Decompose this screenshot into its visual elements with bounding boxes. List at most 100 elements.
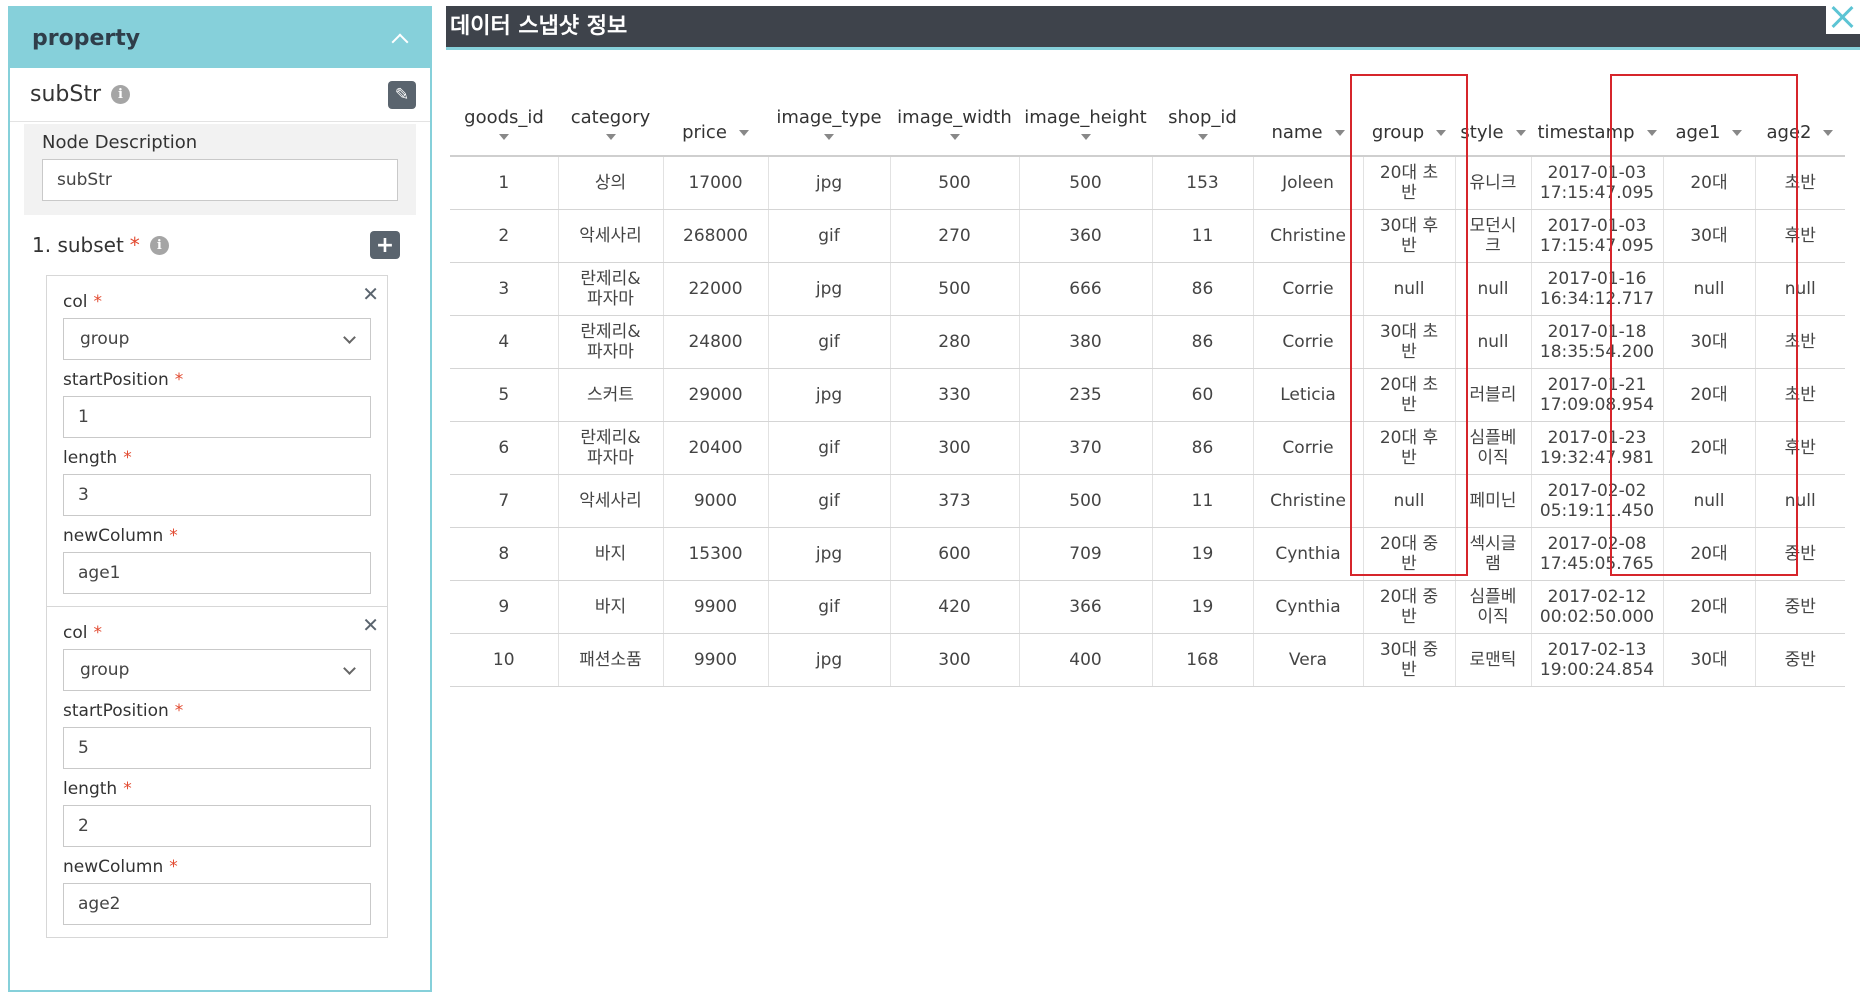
col-select-value: group [80, 329, 130, 349]
chevron-up-icon[interactable] [391, 33, 409, 51]
column-header-image-height[interactable]: image_height [1019, 92, 1152, 157]
sort-arrow-icon[interactable] [1823, 130, 1834, 136]
column-header-timestamp[interactable]: timestamp [1531, 92, 1663, 157]
cell-group: 30대 초 반 [1363, 315, 1456, 369]
column-header-group[interactable]: group [1363, 92, 1455, 157]
sort-arrow-icon[interactable] [1436, 130, 1447, 136]
new-column-input[interactable] [63, 552, 371, 594]
col-label: col * [63, 292, 102, 312]
cell-image-height: 500 [1019, 156, 1153, 210]
col-select[interactable]: group [63, 649, 371, 691]
table-row[interactable]: 2 악세사리 268000 gif 270 360 11 Christine 30대 후 반 모던… [450, 209, 1845, 263]
cell-category: 상의 [558, 156, 664, 210]
sort-arrow-icon[interactable] [1646, 130, 1657, 136]
close-icon[interactable]: ✕ [362, 613, 379, 637]
column-header-image-width[interactable]: image_width [890, 92, 1019, 157]
sort-arrow-icon[interactable] [1080, 134, 1091, 140]
cell-age2: null [1755, 262, 1845, 316]
sort-arrow-icon[interactable] [499, 134, 509, 140]
sort-arrow-icon[interactable] [824, 134, 834, 140]
column-header-age2[interactable]: age2 [1755, 92, 1845, 157]
table-row[interactable]: 8 바지 15300 jpg 600 709 19 Cynthia 20대 중 반 섹시글 램 20… [450, 527, 1845, 581]
new-column-label: newColumn * [63, 526, 178, 546]
table-row[interactable]: 6 란제리& 파자마 20400 gif 300 370 86 Corrie 20대 후 반 심플… [450, 421, 1845, 475]
data-snapshot-window: 데이터 스냅샷 정보 goods_id category price image_ty… [446, 0, 1860, 992]
close-icon[interactable]: ✕ [362, 282, 379, 306]
cell-goods-id: 9 [450, 580, 559, 634]
cell-image-type: gif [768, 209, 891, 263]
new-column-input[interactable] [63, 883, 371, 925]
start-position-input[interactable] [63, 396, 371, 438]
column-header-price[interactable]: price [663, 92, 768, 157]
sort-arrow-icon[interactable] [605, 134, 616, 140]
column-header-label: age2 [1766, 122, 1812, 143]
cell-shop-id: 86 [1152, 421, 1254, 475]
cell-image-height: 666 [1019, 262, 1153, 316]
cell-style: 모던시 크 [1455, 209, 1532, 263]
cell-goods-id: 5 [450, 368, 559, 422]
cell-group: 20대 중 반 [1363, 527, 1456, 581]
table-row[interactable]: 10 패션소품 9900 jpg 300 400 168 Vera 30대 중 반 로맨틱 2017… [450, 633, 1845, 687]
cell-age1: 30대 [1663, 633, 1756, 687]
length-input[interactable] [63, 805, 371, 847]
cell-style: 페미닌 [1455, 474, 1532, 528]
table-row[interactable]: 9 바지 9900 gif 420 366 19 Cynthia 20대 중 반 심플베 이직 20… [450, 580, 1845, 634]
sort-arrow-icon[interactable] [1334, 130, 1345, 136]
cell-shop-id: 19 [1152, 527, 1254, 581]
cell-age2: 후반 [1755, 209, 1845, 263]
col-select[interactable]: group [63, 318, 371, 360]
start-position-label: startPosition * [63, 370, 184, 390]
cell-goods-id: 4 [450, 315, 559, 369]
cell-age2: 초반 [1755, 156, 1845, 210]
sort-arrow-icon[interactable] [738, 130, 749, 136]
info-icon[interactable]: i [111, 85, 131, 104]
cell-image-type: gif [768, 421, 891, 475]
cell-timestamp: 2017-01-03 17:15:47.095 [1531, 156, 1664, 210]
cell-price: 22000 [663, 262, 769, 316]
cell-age1: 20대 [1663, 421, 1756, 475]
cell-age2: 중반 [1755, 527, 1845, 581]
cell-name: Christine [1253, 474, 1364, 528]
cell-timestamp: 2017-02-13 19:00:24.854 [1531, 633, 1664, 687]
column-header-shop-id[interactable]: shop_id [1152, 92, 1253, 157]
cell-category: 악세사리 [558, 209, 664, 263]
add-subset-button[interactable]: + [370, 231, 400, 259]
column-header-category[interactable]: category [558, 92, 663, 157]
column-header-age1[interactable]: age1 [1663, 92, 1755, 157]
cell-timestamp: 2017-02-12 00:02:50.000 [1531, 580, 1664, 634]
column-header-label: name [1271, 122, 1323, 143]
panel-header[interactable]: property [10, 8, 430, 68]
cell-group: null [1363, 474, 1456, 528]
start-position-input[interactable] [63, 727, 371, 769]
subset-title: 1. subset * i [32, 233, 169, 257]
column-header-image-type[interactable]: image_type [768, 92, 890, 157]
cell-price: 17000 [663, 156, 769, 210]
column-header-name[interactable]: name [1253, 92, 1363, 157]
cell-age1: 30대 [1663, 315, 1756, 369]
cell-shop-id: 153 [1152, 156, 1254, 210]
edit-icon[interactable]: ✎ [388, 80, 416, 109]
cell-style: null [1455, 315, 1532, 369]
sort-arrow-icon[interactable] [949, 134, 960, 140]
length-input[interactable] [63, 474, 371, 516]
sort-arrow-icon[interactable] [1732, 130, 1743, 136]
table-row[interactable]: 4 란제리& 파자마 24800 gif 280 380 86 Corrie 30대 초 반 nu… [450, 315, 1845, 369]
required-mark: * [129, 233, 140, 257]
table-row[interactable]: 3 란제리& 파자마 22000 jpg 500 666 86 Corrie null null 2… [450, 262, 1845, 316]
cell-group: null [1363, 262, 1456, 316]
cell-category: 패션소품 [558, 633, 664, 687]
table-row[interactable]: 7 악세사리 9000 gif 373 500 11 Christine null 페미닌 2017… [450, 474, 1845, 528]
cell-price: 9900 [663, 633, 769, 687]
close-icon[interactable] [1826, 0, 1860, 34]
table-row[interactable]: 1 상의 17000 jpg 500 500 153 Joleen 20대 초 반 유니크 2017… [450, 156, 1845, 210]
cell-category: 란제리& 파자마 [558, 262, 664, 316]
node-description-input[interactable] [42, 159, 398, 201]
column-header-style[interactable]: style [1455, 92, 1531, 157]
column-header-goods-id[interactable]: goods_id [450, 92, 558, 157]
cell-age1: null [1663, 474, 1756, 528]
info-icon[interactable]: i [149, 235, 169, 255]
table-row[interactable]: 5 스커트 29000 jpg 330 235 60 Leticia 20대 초 반 러블리 201… [450, 368, 1845, 422]
cell-timestamp: 2017-01-18 18:35:54.200 [1531, 315, 1664, 369]
sort-arrow-icon[interactable] [1197, 134, 1208, 140]
sort-arrow-icon[interactable] [1515, 130, 1526, 136]
